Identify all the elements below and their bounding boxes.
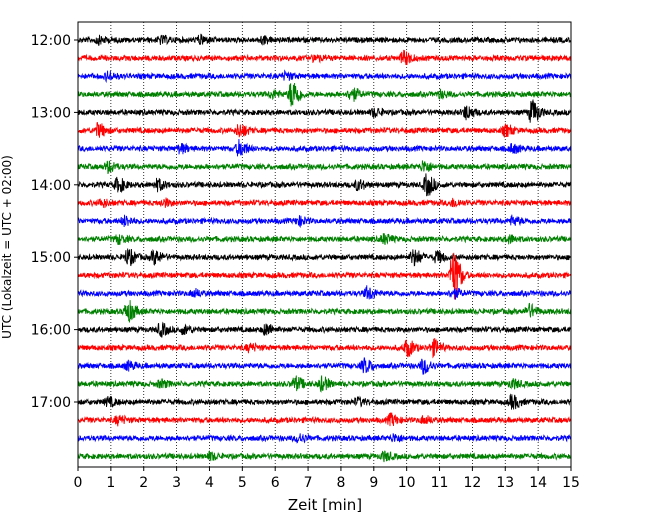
trace-line [77,433,572,444]
trace-line [77,98,572,123]
x-tick-label: 0 [74,475,83,491]
y-tick-label: 17:00 [31,395,71,411]
x-tick-label: 6 [271,475,280,491]
x-axis-ticks: 0 1 2 3 4 5 6 7 8 9 10 11 12 13 14 15 [74,467,580,491]
axes-frame [77,21,572,468]
x-tick-label: 4 [205,475,214,491]
x-tick-label: 10 [398,475,416,491]
trace-line [77,321,572,338]
x-axis-label: Zeit [min] [288,496,362,514]
trace-line [77,248,572,267]
x-tick-label: 14 [529,475,547,491]
y-axis-label: UTC (Lokalzeit = UTC + 02:00) [0,155,14,339]
trace-line [77,121,572,138]
y-tick-label: 13:00 [31,105,71,121]
x-tick-label: 8 [336,475,345,491]
x-tick-label: 5 [238,475,247,491]
plot-frame [77,21,572,468]
trace-line [77,393,572,410]
trace-line [77,173,572,197]
x-tick-label: 7 [304,475,313,491]
trace-line [77,300,572,323]
x-tick-label: 3 [172,475,181,491]
y-tick-label: 12:00 [31,33,71,49]
x-tick-label: 11 [431,475,449,491]
trace-line [77,214,572,228]
trace-line [77,33,572,46]
trace-line [77,233,572,246]
trace-line [77,139,572,157]
trace-line [77,338,572,359]
trace-line [77,69,572,84]
trace-line [77,375,572,393]
trace-line [77,160,572,175]
trace-line [77,197,572,209]
trace-group [77,33,572,463]
grid-lines [110,22,539,467]
trace-line [77,450,572,463]
x-tick-label: 2 [139,475,148,491]
trace-line [77,82,572,107]
y-tick-label: 15:00 [31,250,71,266]
y-tick-label: 14:00 [31,178,71,194]
y-axis-ticks: 12:00 13:00 14:00 15:00 16:00 17:00 [31,33,78,411]
trace-line [77,252,572,300]
trace-line [77,412,572,427]
trace-line [77,285,572,300]
x-tick-label: 13 [496,475,514,491]
trace-line [77,49,572,66]
x-tick-label: 12 [463,475,481,491]
x-tick-label: 9 [369,475,378,491]
x-tick-label: 1 [106,475,115,491]
x-tick-label: 15 [562,475,580,491]
y-tick-label: 16:00 [31,323,71,339]
trace-line [77,357,572,375]
